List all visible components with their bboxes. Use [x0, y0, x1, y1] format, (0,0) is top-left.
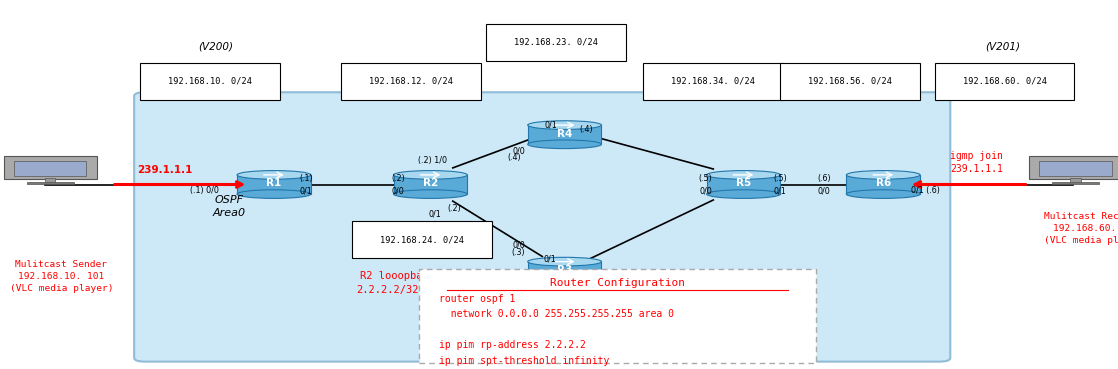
- Bar: [528, 262, 601, 281]
- Ellipse shape: [528, 276, 601, 285]
- Ellipse shape: [528, 121, 601, 130]
- Ellipse shape: [237, 170, 311, 179]
- Text: (.5): (.5): [774, 174, 787, 183]
- Text: 0/0: 0/0: [392, 186, 405, 195]
- Text: OSPF
Area0: OSPF Area0: [212, 195, 246, 218]
- Ellipse shape: [707, 170, 780, 179]
- Text: (.1): (.1): [300, 174, 313, 183]
- Bar: [3, 156, 97, 179]
- Text: R1: R1: [266, 178, 282, 189]
- Text: (.4): (.4): [579, 125, 593, 134]
- Text: (V200): (V200): [198, 41, 234, 51]
- Text: 192.168.34. 0/24: 192.168.34. 0/24: [671, 77, 755, 86]
- Bar: [140, 63, 280, 100]
- Text: 192.168.12. 0/24: 192.168.12. 0/24: [369, 77, 453, 86]
- Text: (.1) 0/0: (.1) 0/0: [190, 186, 219, 195]
- Text: router ospf 1: router ospf 1: [439, 294, 515, 304]
- Text: (.3): (.3): [512, 248, 525, 257]
- Text: (.2) 1/0: (.2) 1/0: [418, 156, 447, 165]
- Ellipse shape: [846, 170, 920, 179]
- Bar: [643, 63, 783, 100]
- Bar: [237, 175, 311, 194]
- Bar: [1070, 178, 1081, 183]
- Text: (V201): (V201): [985, 41, 1021, 51]
- Text: 0/0: 0/0: [700, 186, 712, 195]
- Text: 192.168.56. 0/24: 192.168.56. 0/24: [808, 77, 892, 86]
- Bar: [1052, 182, 1099, 184]
- Text: network 0.0.0.0 255.255.255.255 area 0: network 0.0.0.0 255.255.255.255 area 0: [439, 309, 674, 320]
- FancyBboxPatch shape: [134, 92, 950, 362]
- Text: 0/1: 0/1: [774, 186, 786, 195]
- Text: R6: R6: [875, 178, 891, 189]
- Text: 0/1: 0/1: [544, 121, 558, 130]
- Text: Mulitcast Receiver
192.168.60. 101
(VLC media player): Mulitcast Receiver 192.168.60. 101 (VLC …: [1044, 213, 1118, 245]
- Text: 0/1 (.6): 0/1 (.6): [911, 186, 940, 195]
- Text: (.2): (.2): [391, 174, 405, 183]
- Bar: [935, 63, 1074, 100]
- Text: 192.168.10. 0/24: 192.168.10. 0/24: [168, 77, 252, 86]
- Bar: [341, 63, 481, 100]
- Ellipse shape: [237, 190, 311, 199]
- Text: 0/0: 0/0: [513, 147, 525, 156]
- Ellipse shape: [846, 190, 920, 199]
- Ellipse shape: [528, 140, 601, 149]
- Text: ip pim spt-threshold infinity: ip pim spt-threshold infinity: [439, 356, 609, 366]
- Text: 0/1: 0/1: [429, 210, 442, 218]
- Text: 192.168.23. 0/24: 192.168.23. 0/24: [514, 38, 598, 47]
- Text: Router Configuration: Router Configuration: [550, 278, 685, 289]
- Text: R4: R4: [557, 128, 572, 139]
- Bar: [27, 182, 74, 184]
- Bar: [419, 269, 816, 363]
- Text: (.4): (.4): [508, 154, 521, 162]
- Ellipse shape: [528, 257, 601, 266]
- Bar: [780, 63, 920, 100]
- Bar: [15, 161, 86, 176]
- Bar: [846, 175, 920, 194]
- Text: 0/1: 0/1: [543, 255, 557, 264]
- Text: igmp join
239.1.1.1: igmp join 239.1.1.1: [950, 151, 1003, 174]
- Bar: [707, 175, 780, 194]
- Bar: [352, 221, 492, 258]
- Text: 0/1: 0/1: [300, 186, 312, 195]
- Bar: [394, 175, 467, 194]
- Ellipse shape: [394, 190, 467, 199]
- Text: R3: R3: [557, 265, 572, 275]
- Ellipse shape: [394, 170, 467, 179]
- Bar: [1029, 156, 1118, 179]
- Text: (.2): (.2): [447, 204, 461, 213]
- Text: ip pim rp-address 2.2.2.2: ip pim rp-address 2.2.2.2: [439, 340, 586, 351]
- Bar: [1040, 161, 1111, 176]
- Text: (.5): (.5): [699, 174, 712, 183]
- Ellipse shape: [707, 190, 780, 199]
- Bar: [45, 178, 56, 183]
- Text: R5: R5: [736, 178, 751, 189]
- Text: 239.1.1.1: 239.1.1.1: [136, 165, 192, 175]
- Text: 192.168.60. 0/24: 192.168.60. 0/24: [963, 77, 1046, 86]
- Text: (.3): (.3): [543, 270, 557, 279]
- Text: 0/0: 0/0: [513, 241, 525, 250]
- Bar: [486, 24, 626, 61]
- Text: 192.168.24. 0/24: 192.168.24. 0/24: [380, 235, 464, 244]
- Text: R2 looopback0
2.2.2.2/32(RP): R2 looopback0 2.2.2.2/32(RP): [357, 271, 444, 294]
- Text: (.6): (.6): [817, 174, 831, 183]
- Text: R2: R2: [423, 178, 438, 189]
- Text: Mulitcast Sender
192.168.10. 101
(VLC media player): Mulitcast Sender 192.168.10. 101 (VLC me…: [10, 261, 113, 293]
- Text: 0/0: 0/0: [818, 186, 831, 195]
- Bar: [528, 125, 601, 144]
